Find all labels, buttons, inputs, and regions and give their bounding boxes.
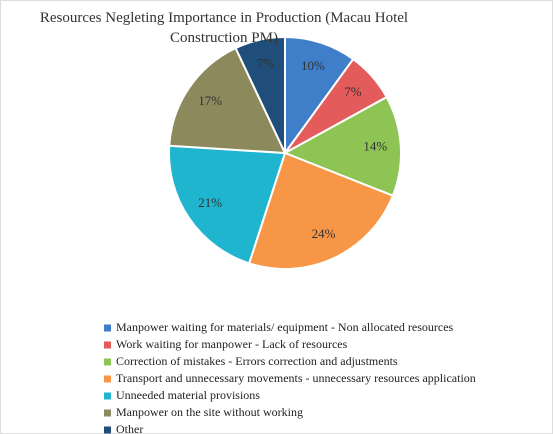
legend-swatch — [104, 358, 111, 366]
pie-slice — [284, 35, 355, 157]
legend-label: Other — [116, 422, 143, 434]
legend-label: Manpower waiting for materials/ equipmen… — [116, 320, 454, 334]
legend-swatch — [104, 324, 111, 332]
legend-swatch — [104, 341, 111, 349]
pie-slice — [168, 46, 287, 155]
pie-slice — [282, 95, 402, 198]
pie-slice — [234, 35, 286, 154]
legend-label: Correction of mistakes - Errors correcti… — [116, 354, 398, 368]
pie-slice — [168, 144, 287, 265]
legend-swatch — [104, 392, 111, 400]
slice-label: 14% — [363, 138, 387, 153]
legend-label: Unneeded material provisions — [116, 388, 260, 402]
slice-label: 24% — [312, 226, 336, 241]
legend-swatch — [104, 426, 111, 434]
legend-swatch — [104, 375, 111, 383]
chart-title: Resources Negleting Importance in Produc… — [39, 10, 409, 46]
legend-label: Transport and unnecessary movements - un… — [116, 371, 476, 385]
slice-label: 10% — [301, 58, 325, 73]
legend-label: Manpower on the site without working — [116, 405, 303, 419]
slice-label: 17% — [198, 93, 222, 108]
slice-label: 21% — [198, 195, 222, 210]
pie-slice — [247, 151, 395, 270]
legend-label: Work waiting for manpower - Lack of reso… — [116, 337, 348, 351]
slice-label: 7% — [257, 56, 275, 71]
slice-label: 7% — [344, 84, 362, 99]
legend-swatch — [104, 409, 111, 417]
